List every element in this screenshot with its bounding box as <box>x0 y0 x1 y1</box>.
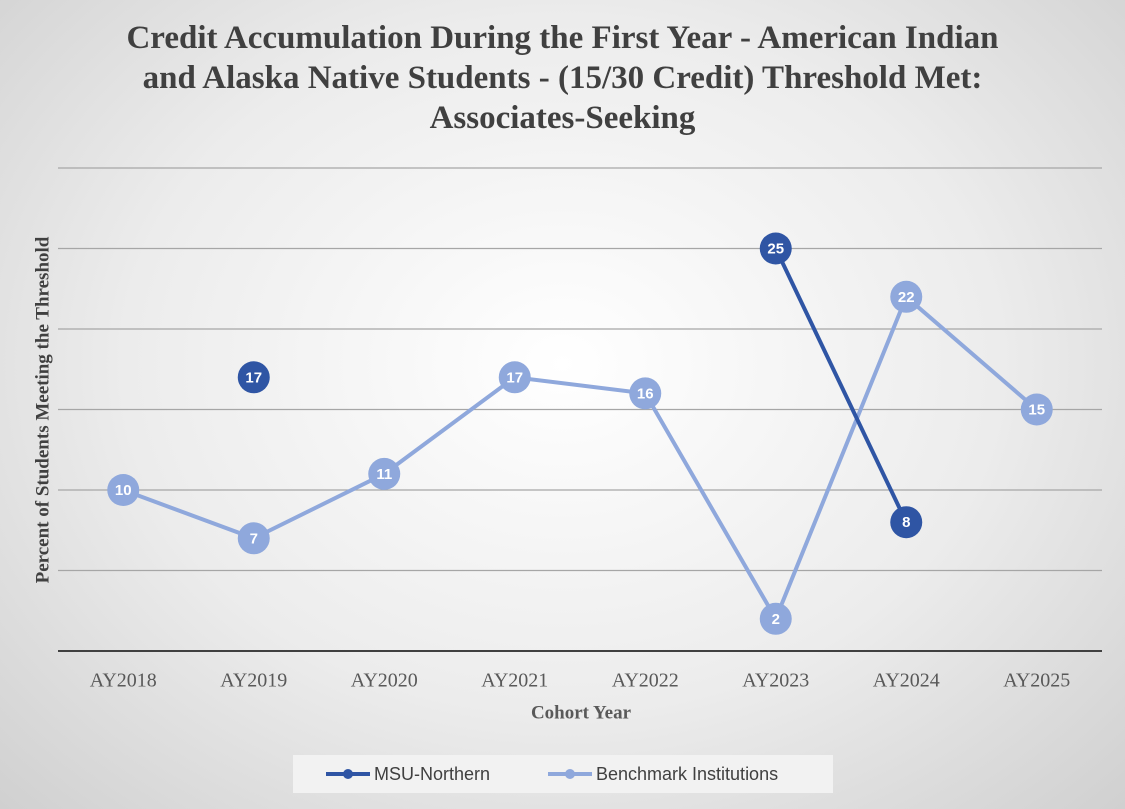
data-label: 2 <box>772 611 780 628</box>
y-axis-title: Percent of Students Meeting the Threshol… <box>32 236 53 583</box>
data-label: 11 <box>376 466 392 483</box>
data-label: 16 <box>637 385 654 402</box>
data-label: 8 <box>902 514 910 531</box>
chart-title: Credit Accumulation During the First Yea… <box>126 20 999 136</box>
marker <box>237 361 270 394</box>
data-label: 15 <box>1028 401 1045 418</box>
legend-label: Benchmark Institutions <box>596 764 778 784</box>
marker <box>890 280 923 313</box>
x-tick-label: AY2020 <box>351 670 418 692</box>
marker <box>237 522 270 555</box>
data-label: 7 <box>250 530 258 547</box>
data-label: 22 <box>898 289 915 306</box>
data-label: 10 <box>115 482 132 499</box>
legend-marker <box>565 769 575 779</box>
x-tick-label: AY2022 <box>612 670 679 692</box>
x-tick-label: AY2021 <box>481 670 548 692</box>
x-tick-label: AY2024 <box>873 670 940 692</box>
data-label: 25 <box>767 240 784 257</box>
marker <box>759 602 792 635</box>
marker <box>368 457 401 490</box>
legend-label: MSU-Northern <box>374 764 490 784</box>
marker <box>107 474 140 506</box>
marker <box>1020 393 1053 426</box>
marker <box>890 506 923 539</box>
marker <box>498 361 531 394</box>
x-tick-label: AY2019 <box>220 670 287 692</box>
x-tick-label: AY2023 <box>742 670 809 692</box>
marker <box>759 232 792 265</box>
legend-marker <box>343 769 353 779</box>
marker <box>629 377 662 410</box>
x-axis-title: Cohort Year <box>531 702 632 723</box>
series-line <box>122 293 1039 624</box>
x-tick-label: AY2018 <box>90 670 157 692</box>
data-label: 17 <box>245 369 262 386</box>
series-line <box>773 247 909 524</box>
data-label: 17 <box>506 369 523 386</box>
x-tick-label: AY2025 <box>1003 670 1070 692</box>
